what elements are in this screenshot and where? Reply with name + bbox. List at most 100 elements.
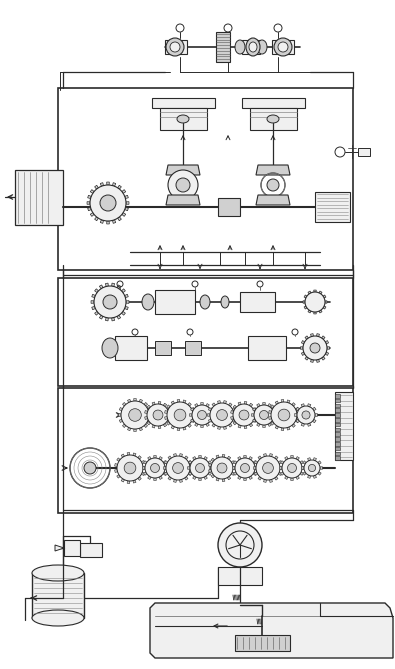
Polygon shape — [127, 452, 130, 455]
Polygon shape — [232, 419, 235, 422]
Polygon shape — [150, 603, 393, 658]
Circle shape — [304, 460, 320, 476]
Polygon shape — [118, 413, 121, 416]
Polygon shape — [228, 476, 231, 480]
Circle shape — [100, 195, 116, 211]
Polygon shape — [302, 467, 304, 470]
Polygon shape — [318, 461, 321, 464]
Polygon shape — [206, 423, 209, 426]
Bar — [185, 341, 201, 355]
Bar — [335, 413, 340, 417]
Polygon shape — [244, 425, 247, 429]
Bar — [335, 394, 340, 397]
Bar — [335, 403, 340, 407]
Polygon shape — [144, 424, 148, 427]
Polygon shape — [314, 475, 316, 478]
Circle shape — [198, 411, 207, 419]
Polygon shape — [105, 318, 108, 321]
Polygon shape — [303, 472, 306, 475]
Bar — [58, 88, 353, 270]
Polygon shape — [252, 413, 254, 416]
Polygon shape — [253, 407, 256, 411]
Polygon shape — [320, 467, 322, 470]
Polygon shape — [127, 481, 130, 484]
Circle shape — [278, 409, 290, 421]
Polygon shape — [208, 472, 211, 476]
Polygon shape — [212, 413, 214, 416]
Polygon shape — [280, 467, 282, 469]
Ellipse shape — [235, 40, 245, 54]
Circle shape — [256, 456, 280, 480]
Polygon shape — [314, 458, 316, 461]
Bar — [32, 573, 84, 618]
Bar — [235, 635, 290, 651]
Polygon shape — [270, 480, 273, 482]
Circle shape — [210, 403, 234, 427]
Circle shape — [235, 458, 255, 478]
Polygon shape — [171, 401, 175, 404]
Polygon shape — [254, 460, 258, 464]
Polygon shape — [312, 419, 316, 423]
Polygon shape — [296, 476, 299, 480]
Polygon shape — [164, 403, 167, 407]
Polygon shape — [192, 419, 195, 422]
Polygon shape — [250, 108, 297, 130]
Polygon shape — [148, 456, 151, 460]
Circle shape — [84, 462, 96, 474]
Polygon shape — [147, 407, 150, 411]
Polygon shape — [238, 425, 241, 428]
Polygon shape — [305, 336, 308, 339]
Polygon shape — [308, 403, 311, 407]
Polygon shape — [122, 289, 125, 292]
Polygon shape — [201, 403, 203, 405]
Polygon shape — [303, 461, 306, 464]
Polygon shape — [193, 476, 196, 480]
Polygon shape — [192, 407, 195, 411]
Polygon shape — [152, 98, 215, 108]
Circle shape — [124, 462, 136, 474]
Polygon shape — [158, 425, 161, 429]
Circle shape — [282, 458, 302, 478]
Polygon shape — [308, 458, 310, 461]
Polygon shape — [141, 460, 145, 464]
Polygon shape — [125, 195, 128, 199]
Polygon shape — [296, 456, 299, 460]
Bar — [115, 336, 147, 360]
Polygon shape — [244, 478, 246, 480]
Polygon shape — [143, 461, 147, 464]
Polygon shape — [292, 424, 295, 427]
Polygon shape — [143, 467, 145, 469]
Polygon shape — [193, 456, 196, 460]
Polygon shape — [233, 405, 237, 409]
Circle shape — [147, 404, 169, 426]
Circle shape — [129, 409, 141, 421]
Polygon shape — [301, 403, 304, 407]
Polygon shape — [144, 403, 148, 406]
Polygon shape — [209, 470, 212, 472]
Polygon shape — [209, 464, 212, 466]
Circle shape — [168, 170, 198, 200]
Ellipse shape — [170, 42, 180, 52]
Bar — [335, 427, 340, 431]
Polygon shape — [149, 413, 151, 416]
Polygon shape — [188, 424, 191, 427]
Polygon shape — [154, 456, 156, 458]
Polygon shape — [287, 427, 290, 430]
Polygon shape — [184, 456, 188, 460]
Bar — [272, 40, 294, 54]
Polygon shape — [257, 403, 260, 407]
Polygon shape — [272, 419, 275, 422]
Circle shape — [288, 464, 297, 472]
Polygon shape — [327, 347, 329, 349]
Polygon shape — [310, 359, 313, 363]
Polygon shape — [95, 289, 98, 292]
Polygon shape — [252, 419, 256, 422]
Polygon shape — [222, 454, 225, 457]
Polygon shape — [325, 352, 329, 355]
Polygon shape — [139, 427, 143, 431]
Circle shape — [241, 464, 250, 472]
Polygon shape — [188, 403, 191, 406]
Ellipse shape — [221, 296, 229, 308]
Polygon shape — [238, 402, 241, 405]
Polygon shape — [100, 183, 103, 186]
